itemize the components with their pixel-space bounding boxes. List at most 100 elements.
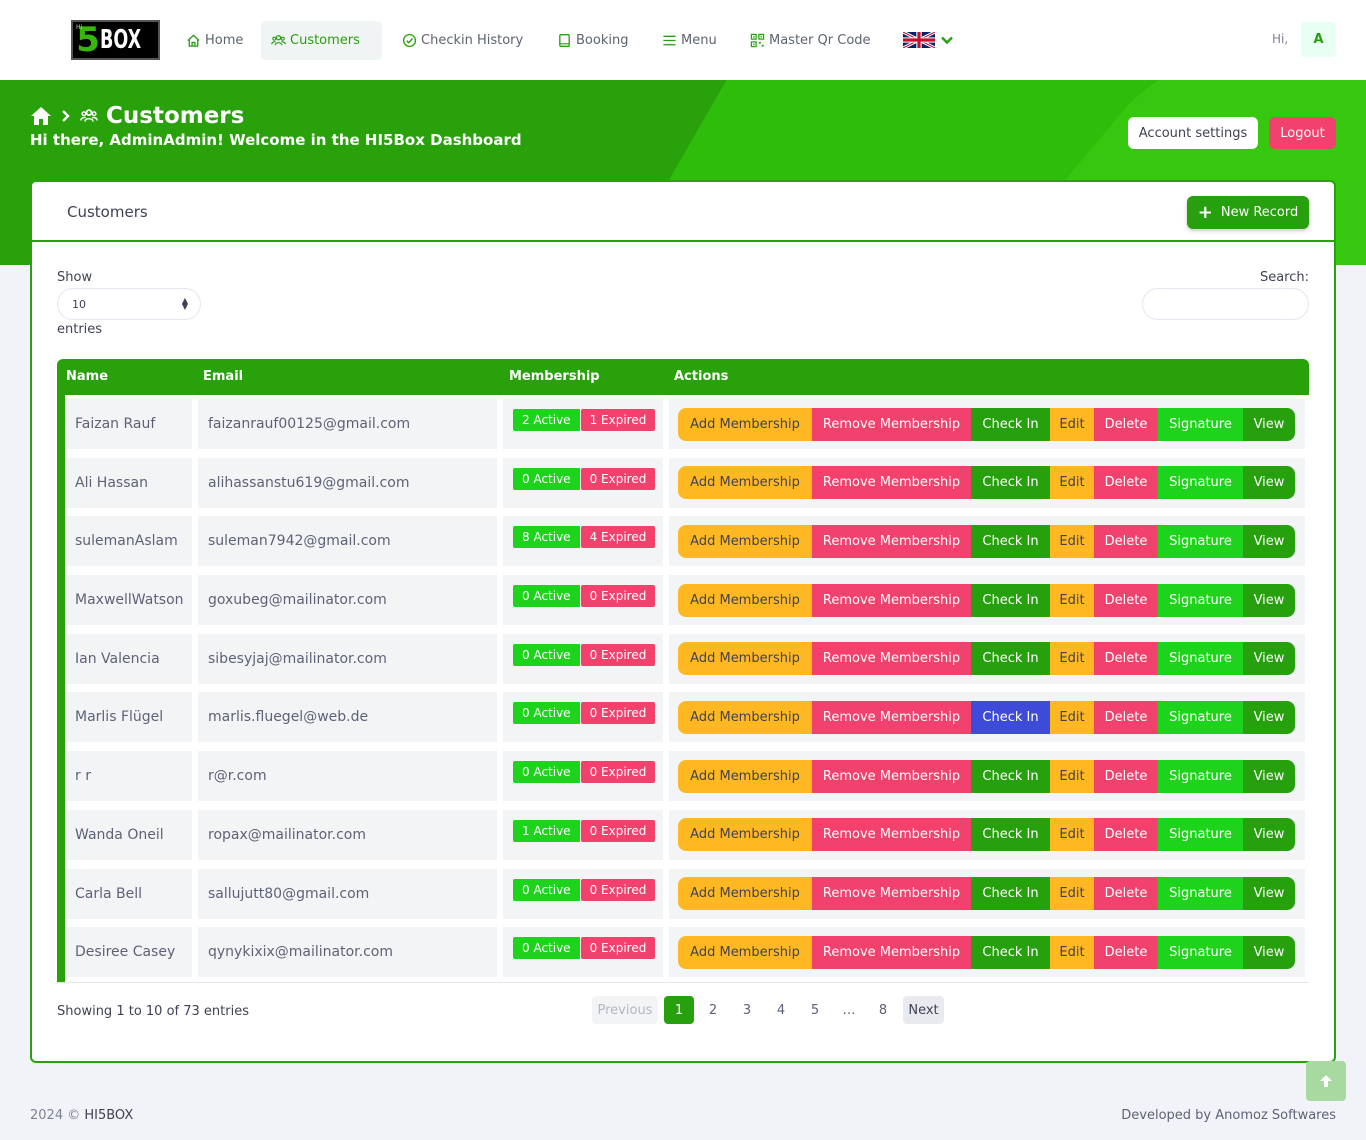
view-button[interactable]: View [1243, 642, 1295, 676]
check-in-button[interactable]: Check In [971, 818, 1050, 852]
check-in-button[interactable]: Check In [971, 583, 1050, 617]
add-membership-button[interactable]: Add Membership [678, 877, 812, 910]
add-membership-button[interactable]: Add Membership [678, 935, 812, 969]
check-in-button[interactable]: Check In [971, 466, 1050, 500]
check-in-button[interactable]: Check In [971, 524, 1050, 558]
remove-membership-button[interactable]: Remove Membership [812, 877, 971, 910]
nav-menu[interactable]: Menu [652, 21, 727, 60]
edit-button[interactable]: Edit [1050, 583, 1094, 617]
view-button[interactable]: View [1243, 524, 1295, 558]
account-settings-button[interactable]: Account settings [1128, 117, 1258, 149]
signature-button[interactable]: Signature [1158, 583, 1243, 617]
column-header-email[interactable]: Email [203, 369, 244, 384]
check-in-button[interactable]: Check In [971, 642, 1050, 676]
edit-button[interactable]: Edit [1050, 466, 1094, 500]
next-page-button[interactable]: Next [903, 996, 944, 1024]
signature-button[interactable]: Signature [1158, 700, 1243, 734]
remove-membership-button[interactable]: Remove Membership [812, 524, 971, 558]
remove-membership-button[interactable]: Remove Membership [812, 818, 971, 852]
new-record-button[interactable]: + New Record [1187, 196, 1309, 229]
actions-button-group: Add Membership Remove Membership Check In E… [678, 407, 1295, 441]
add-membership-button[interactable]: Add Membership [678, 818, 812, 852]
nav-booking[interactable]: Booking [547, 21, 638, 60]
remove-membership-button[interactable]: Remove Membership [812, 935, 971, 969]
signature-button[interactable]: Signature [1158, 935, 1243, 969]
delete-button[interactable]: Delete [1094, 583, 1158, 617]
home-icon[interactable] [30, 106, 52, 126]
chevron-down-icon[interactable] [940, 34, 954, 46]
remove-membership-button[interactable]: Remove Membership [812, 642, 971, 676]
page-button[interactable]: 3 [742, 1002, 752, 1018]
delete-button[interactable]: Delete [1094, 466, 1158, 500]
check-in-button[interactable]: Check In [971, 700, 1050, 734]
nav-master-qr-code[interactable]: Master Qr Code [740, 21, 881, 60]
logout-button[interactable]: Logout [1269, 117, 1336, 149]
check-in-button[interactable]: Check In [971, 935, 1050, 969]
edit-button[interactable]: Edit [1050, 642, 1094, 676]
remove-membership-button[interactable]: Remove Membership [812, 583, 971, 617]
page-button[interactable]: 5 [810, 1002, 820, 1018]
delete-button[interactable]: Delete [1094, 818, 1158, 852]
view-button[interactable]: View [1243, 700, 1295, 734]
remove-membership-button[interactable]: Remove Membership [812, 407, 971, 441]
page-length-select[interactable]: 10 ▲ ▼ [57, 288, 201, 320]
delete-button[interactable]: Delete [1094, 759, 1158, 793]
nav-checkin-history[interactable]: Checkin History [392, 21, 533, 60]
view-button[interactable]: View [1243, 759, 1295, 793]
view-button[interactable]: View [1243, 407, 1295, 441]
signature-button[interactable]: Signature [1158, 524, 1243, 558]
page-button[interactable]: 1 [664, 996, 694, 1024]
check-in-button[interactable]: Check In [971, 877, 1050, 910]
signature-button[interactable]: Signature [1158, 407, 1243, 441]
remove-membership-button[interactable]: Remove Membership [812, 466, 971, 500]
signature-button[interactable]: Signature [1158, 818, 1243, 852]
add-membership-button[interactable]: Add Membership [678, 642, 812, 676]
remove-membership-button[interactable]: Remove Membership [812, 759, 971, 793]
column-header-membership[interactable]: Membership [509, 369, 600, 384]
uk-flag-icon[interactable] [903, 32, 935, 48]
signature-button[interactable]: Signature [1158, 759, 1243, 793]
edit-button[interactable]: Edit [1050, 818, 1094, 852]
nav-customers[interactable]: Customers [261, 21, 382, 60]
add-membership-button[interactable]: Add Membership [678, 407, 812, 441]
signature-button[interactable]: Signature [1158, 642, 1243, 676]
delete-button[interactable]: Delete [1094, 524, 1158, 558]
delete-button[interactable]: Delete [1094, 642, 1158, 676]
edit-button[interactable]: Edit [1050, 524, 1094, 558]
edit-button[interactable]: Edit [1050, 407, 1094, 441]
page-button[interactable]: 8 [878, 1002, 888, 1018]
view-button[interactable]: View [1243, 583, 1295, 617]
previous-page-button[interactable]: Previous [592, 996, 658, 1024]
nav-home[interactable]: Home [176, 21, 253, 60]
check-in-button[interactable]: Check In [971, 407, 1050, 441]
footer-brand-link[interactable]: HI5BOX [84, 1108, 134, 1123]
add-membership-button[interactable]: Add Membership [678, 466, 812, 500]
view-button[interactable]: View [1243, 935, 1295, 969]
remove-membership-button[interactable]: Remove Membership [812, 700, 971, 734]
edit-button[interactable]: Edit [1050, 935, 1094, 969]
delete-button[interactable]: Delete [1094, 407, 1158, 441]
view-button[interactable]: View [1243, 466, 1295, 500]
delete-button[interactable]: Delete [1094, 935, 1158, 969]
edit-button[interactable]: Edit [1050, 700, 1094, 734]
add-membership-button[interactable]: Add Membership [678, 759, 812, 793]
signature-button[interactable]: Signature [1158, 466, 1243, 500]
view-button[interactable]: View [1243, 818, 1295, 852]
delete-button[interactable]: Delete [1094, 700, 1158, 734]
add-membership-button[interactable]: Add Membership [678, 583, 812, 617]
add-membership-button[interactable]: Add Membership [678, 524, 812, 558]
page-button[interactable]: 2 [708, 1002, 718, 1018]
delete-button[interactable]: Delete [1094, 877, 1158, 910]
signature-button[interactable]: Signature [1158, 877, 1243, 910]
user-avatar[interactable]: A [1301, 22, 1336, 57]
scroll-top-button[interactable] [1306, 1061, 1346, 1101]
view-button[interactable]: View [1243, 877, 1295, 910]
edit-button[interactable]: Edit [1050, 759, 1094, 793]
column-header-name[interactable]: Name [66, 369, 109, 384]
edit-button[interactable]: Edit [1050, 877, 1094, 910]
check-in-button[interactable]: Check In [971, 759, 1050, 793]
add-membership-button[interactable]: Add Membership [678, 700, 812, 734]
page-button[interactable]: 4 [776, 1002, 786, 1018]
hi5box-logo[interactable]: Hi 5 BOX [71, 20, 160, 60]
search-input[interactable] [1142, 288, 1309, 320]
